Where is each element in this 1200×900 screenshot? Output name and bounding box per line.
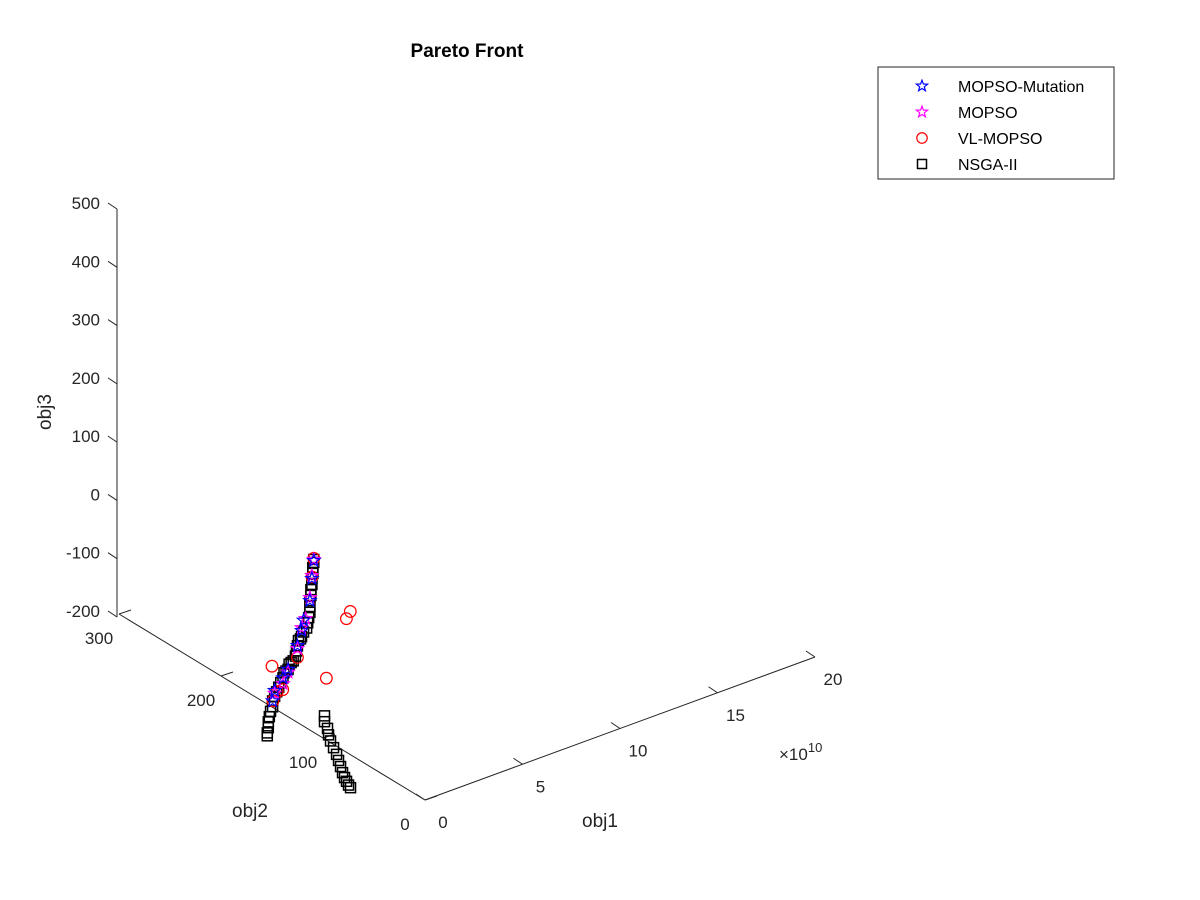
x-axis-multiplier: ×1010 bbox=[779, 740, 822, 764]
x-tick-label: 20 bbox=[824, 670, 843, 689]
data-point bbox=[289, 640, 306, 656]
legend-entry-label: VL-MOPSO bbox=[958, 131, 1042, 148]
y-tick-mark bbox=[424, 795, 438, 801]
x-tick-mark bbox=[708, 686, 718, 694]
data-point bbox=[322, 729, 335, 741]
z-tick-label: 100 bbox=[72, 427, 100, 446]
data-point bbox=[305, 551, 322, 567]
x-tick-label: 10 bbox=[629, 742, 648, 761]
z-tick-mark bbox=[107, 202, 118, 210]
data-point bbox=[297, 610, 314, 626]
z-tick-mark bbox=[107, 435, 118, 443]
z-tick-mark bbox=[107, 552, 118, 560]
x-tick-label: 15 bbox=[726, 706, 745, 725]
x-tick-mark bbox=[513, 757, 523, 765]
data-point bbox=[342, 779, 355, 791]
data-point bbox=[344, 781, 357, 794]
z-tick-label: 200 bbox=[72, 369, 100, 388]
z-axis-label: obj3 bbox=[35, 394, 56, 430]
x-tick-label: 5 bbox=[536, 777, 545, 796]
legend-entry-label: MOPSO bbox=[958, 105, 1018, 122]
data-point bbox=[343, 605, 357, 618]
legend-marker bbox=[916, 158, 928, 170]
data-point bbox=[293, 622, 310, 638]
data-point bbox=[266, 685, 283, 701]
data-point bbox=[304, 600, 316, 613]
data-point bbox=[275, 669, 291, 685]
z-tick-mark bbox=[107, 610, 118, 618]
series-mopso-mutation bbox=[264, 552, 322, 708]
data-point bbox=[304, 567, 320, 583]
x-tick-mark bbox=[805, 650, 816, 658]
data-point bbox=[275, 675, 291, 691]
axes-3d bbox=[116, 209, 816, 801]
legend: MOPSO-Mutation MOPSO VL-MOPSO NSGA-II bbox=[877, 66, 1115, 180]
data-point bbox=[340, 612, 353, 626]
y-tick-label: 100 bbox=[289, 753, 317, 772]
data-point bbox=[332, 754, 345, 767]
z-tick-label: 300 bbox=[72, 311, 100, 330]
data-point bbox=[280, 664, 296, 680]
z-tick-label: -100 bbox=[66, 544, 100, 563]
data-point bbox=[305, 552, 322, 568]
data-point bbox=[321, 722, 334, 735]
y-tick-label: 0 bbox=[400, 815, 409, 834]
data-point bbox=[340, 775, 353, 788]
z-tick-label: -200 bbox=[66, 602, 100, 621]
data-point bbox=[295, 612, 312, 627]
data-point bbox=[261, 730, 274, 742]
chart-title: Pareto Front bbox=[411, 41, 525, 62]
x-tick-label: 0 bbox=[438, 813, 447, 832]
z-tick-mark bbox=[107, 377, 118, 385]
axis-ticks: 051015200100200300-200-10001002003004005… bbox=[66, 194, 842, 834]
data-point bbox=[334, 760, 347, 773]
data-point bbox=[327, 741, 340, 754]
data-point bbox=[280, 661, 296, 676]
z-tick-mark bbox=[107, 260, 118, 268]
data-point bbox=[265, 659, 279, 673]
data-marks bbox=[261, 551, 357, 794]
data-point bbox=[266, 682, 283, 698]
y-axis-label: obj2 bbox=[232, 801, 268, 822]
legend-entry-label: MOPSO-Mutation bbox=[958, 79, 1084, 96]
y-tick-mark bbox=[118, 609, 132, 615]
x-tick-mark bbox=[415, 793, 426, 801]
z-tick-label: 400 bbox=[72, 252, 100, 271]
x-axis-label: obj1 bbox=[582, 811, 618, 832]
data-point bbox=[262, 716, 275, 728]
data-point bbox=[318, 715, 331, 728]
data-point bbox=[264, 692, 281, 708]
legend-marker bbox=[914, 78, 930, 93]
z-tick-label: 0 bbox=[91, 485, 100, 504]
data-point bbox=[302, 592, 318, 608]
data-point bbox=[295, 630, 308, 643]
legend-marker bbox=[916, 132, 928, 144]
data-point bbox=[319, 671, 333, 685]
y-tick-mark bbox=[220, 671, 234, 677]
data-point bbox=[324, 735, 337, 747]
series-mopso bbox=[266, 551, 322, 701]
legend-entry-label: NSGA-II bbox=[958, 157, 1018, 174]
z-tick-mark bbox=[107, 494, 118, 501]
data-point bbox=[318, 710, 331, 722]
y-tick-label: 200 bbox=[187, 691, 215, 710]
z-tick-mark bbox=[107, 319, 118, 326]
data-point bbox=[304, 570, 320, 586]
data-point bbox=[289, 637, 306, 653]
y-tick-label: 300 bbox=[85, 629, 113, 648]
x-tick-mark bbox=[610, 722, 621, 729]
data-point bbox=[302, 589, 318, 605]
z-tick-label: 500 bbox=[72, 194, 100, 213]
data-point bbox=[293, 619, 310, 635]
data-point bbox=[338, 771, 351, 784]
legend-marker bbox=[914, 104, 930, 119]
data-point bbox=[330, 748, 343, 761]
data-point bbox=[276, 683, 290, 697]
